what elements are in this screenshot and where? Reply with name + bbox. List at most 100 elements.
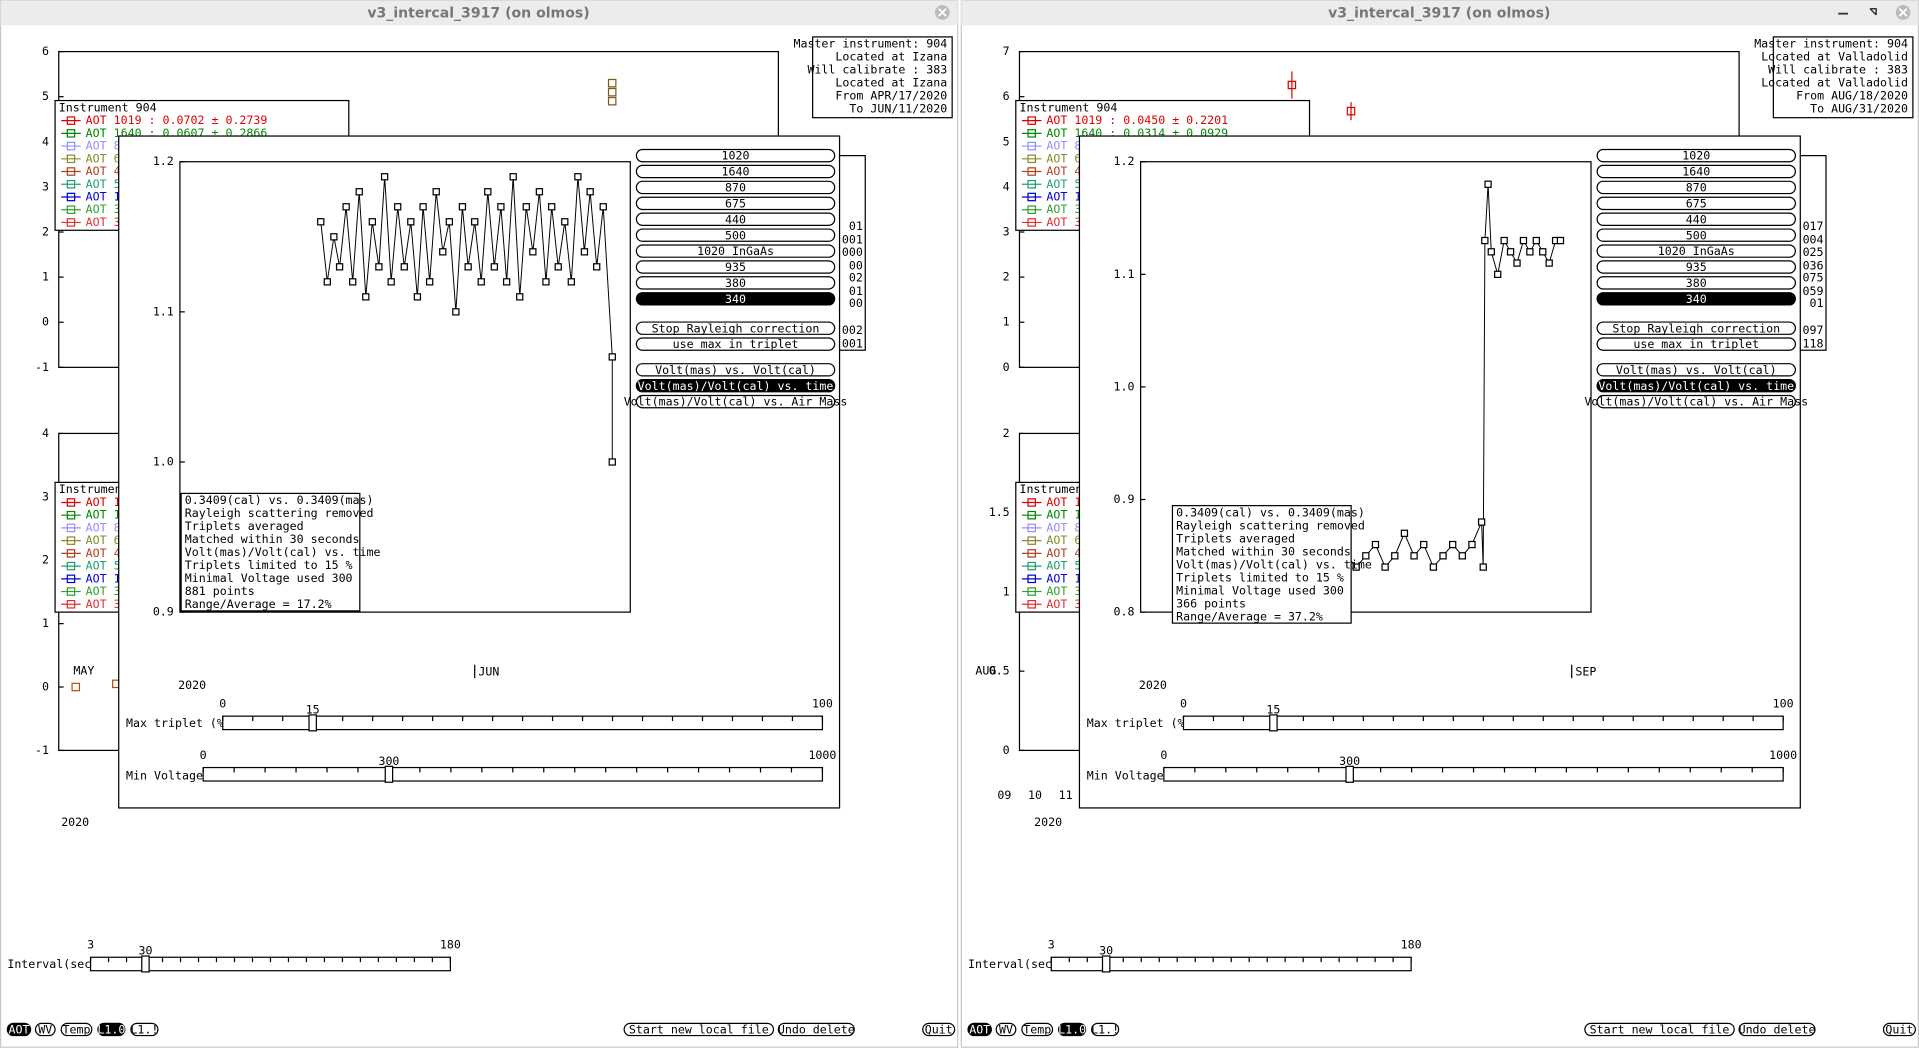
ratio-point <box>471 218 479 226</box>
legend-marker <box>1027 536 1036 545</box>
wavelength-button[interactable] <box>635 292 836 306</box>
info-line: Will calibrate : 383 <box>807 63 947 77</box>
y-tick-label: 1.1 <box>153 304 174 318</box>
tab-button[interactable] <box>130 1022 159 1037</box>
x-label: 2020 <box>61 815 89 829</box>
y-tick-label: 1.0 <box>1114 379 1135 393</box>
action-button[interactable] <box>922 1022 956 1037</box>
ratio-point <box>484 188 492 196</box>
wavelength-button[interactable] <box>1596 148 1797 163</box>
mode-button[interactable] <box>1596 363 1797 377</box>
info-line: Master instrument: 904 <box>1754 37 1908 51</box>
wavelength-button-label: 500 <box>725 228 746 242</box>
ratio-point <box>477 278 485 286</box>
tab-button[interactable] <box>97 1022 126 1037</box>
slider-thumb[interactable] <box>1345 765 1354 783</box>
wavelength-button[interactable] <box>635 164 836 179</box>
wavelength-button[interactable] <box>635 260 836 274</box>
wavelength-button[interactable] <box>635 180 836 195</box>
info-line: Located at Izana <box>835 76 947 90</box>
close-icon <box>938 8 947 17</box>
y-tick-label: 2 <box>1003 426 1010 440</box>
mode-button[interactable] <box>1596 378 1797 393</box>
wavelength-button[interactable] <box>1596 276 1797 290</box>
ratio-point <box>1381 563 1389 571</box>
wavelength-button[interactable] <box>1596 164 1797 179</box>
wavelength-button[interactable] <box>1596 244 1797 258</box>
close-icon <box>1898 8 1908 17</box>
y-tick-label: 3 <box>1003 225 1010 239</box>
wavelength-button-label: 870 <box>1686 181 1707 195</box>
wavelength-button[interactable] <box>1596 212 1797 226</box>
info-line: Located at Izana <box>835 50 947 64</box>
tab-button[interactable] <box>1058 1022 1087 1037</box>
wavelength-button[interactable] <box>1596 292 1797 306</box>
legend-title: Instrument 904 <box>59 100 157 114</box>
slider-value: 15 <box>306 703 320 717</box>
slider-thumb[interactable] <box>141 955 150 973</box>
data-point <box>607 96 617 106</box>
ratio-point <box>608 353 616 361</box>
slider-thumb[interactable] <box>1269 714 1278 732</box>
action-button[interactable] <box>777 1022 855 1037</box>
ratio-point <box>1479 563 1487 571</box>
action-button-label: Undo delete <box>778 1023 855 1037</box>
maximize-button[interactable] <box>1869 8 1877 16</box>
wavelength-button[interactable] <box>1596 196 1797 211</box>
y-tick-label: 0.9 <box>153 605 174 619</box>
ratio-point <box>522 203 530 211</box>
y-tick-label: 0.5 <box>989 664 1010 678</box>
slider-thumb[interactable] <box>308 714 317 732</box>
y-tick-label: 1 <box>42 616 49 630</box>
action-button[interactable] <box>1584 1022 1735 1037</box>
option-button[interactable] <box>1596 337 1797 351</box>
slider-thumb[interactable] <box>1101 955 1111 973</box>
ratio-point <box>593 263 601 271</box>
tab-button[interactable] <box>60 1022 93 1037</box>
action-button[interactable] <box>1882 1022 1916 1037</box>
tab-button[interactable] <box>6 1022 32 1037</box>
tab-button[interactable] <box>967 1022 992 1037</box>
wavelength-button[interactable] <box>635 276 836 290</box>
info-line: Master instrument: 904 <box>793 37 947 51</box>
ratio-point <box>432 188 440 196</box>
wavelength-button[interactable] <box>1596 228 1797 242</box>
mode-button[interactable] <box>635 363 836 377</box>
y-tick-label: 3 <box>42 489 49 503</box>
wavelength-button[interactable] <box>635 244 836 258</box>
option-button[interactable] <box>635 337 836 351</box>
wavelength-button[interactable] <box>1596 260 1797 274</box>
mode-button[interactable] <box>635 394 836 409</box>
ratio-point <box>1429 563 1438 571</box>
y-tick-label: 3 <box>42 179 49 193</box>
title-bar <box>0 0 958 26</box>
ratio-point <box>387 278 395 286</box>
wavelength-button[interactable] <box>635 148 836 163</box>
mode-button[interactable] <box>1596 394 1797 409</box>
note-line: Matched within 30 seconds <box>1176 544 1351 558</box>
option-button[interactable] <box>635 321 836 335</box>
mode-button[interactable] <box>635 378 836 393</box>
slider-thumb[interactable] <box>384 765 394 783</box>
wavelength-button[interactable] <box>1596 180 1797 195</box>
slider-value: 30 <box>138 944 152 958</box>
tab-button[interactable] <box>1021 1022 1054 1037</box>
option-button[interactable] <box>1596 321 1797 335</box>
tab-button[interactable] <box>34 1022 56 1037</box>
ratio-point <box>464 263 472 271</box>
window: v3_intercal_3917 (on olmos)01234567Maste… <box>960 0 1919 1048</box>
wavelength-button[interactable] <box>635 228 836 242</box>
action-button[interactable] <box>623 1022 775 1037</box>
legend-marker <box>1027 600 1036 609</box>
tab-button[interactable] <box>995 1022 1017 1037</box>
wavelength-button[interactable] <box>635 196 836 211</box>
tab-button-label: Temp <box>1023 1023 1051 1037</box>
tab-button[interactable] <box>1091 1022 1120 1037</box>
slider-label: Interval(sec) <box>7 957 98 971</box>
wavelength-button[interactable] <box>635 212 836 226</box>
action-button[interactable] <box>1738 1022 1816 1037</box>
action-button-label: Start new local file <box>1590 1023 1730 1037</box>
legend-marker <box>66 536 76 545</box>
legend-marker <box>1027 523 1036 533</box>
